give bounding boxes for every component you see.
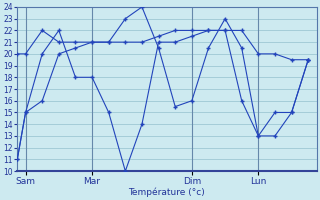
X-axis label: Température (°c): Température (°c): [129, 187, 205, 197]
